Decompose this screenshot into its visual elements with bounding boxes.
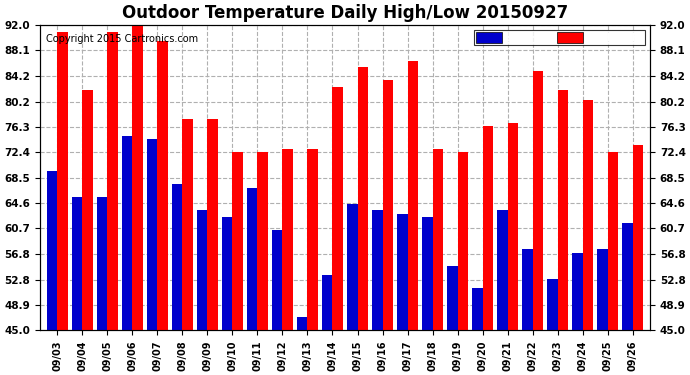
Bar (297, 318, 308, 330)
Text: Copyright 2015 Cartronics.com: Copyright 2015 Cartronics.com (46, 34, 198, 44)
Bar (257, 152, 268, 330)
Bar (508, 123, 518, 330)
Bar (433, 148, 443, 330)
Bar (57, 32, 68, 330)
Bar (347, 204, 357, 330)
Bar (233, 152, 243, 330)
Bar (597, 249, 608, 330)
Bar (272, 230, 282, 330)
Bar (222, 217, 233, 330)
Bar (472, 288, 482, 330)
Bar (97, 197, 108, 330)
Bar (422, 217, 433, 330)
Bar (572, 252, 582, 330)
Bar (172, 184, 182, 330)
Bar (197, 210, 208, 330)
Bar (372, 210, 382, 330)
Bar (558, 90, 568, 330)
Bar (447, 266, 457, 330)
Legend: Low  (°F), High  (°F): Low (°F), High (°F) (473, 30, 645, 45)
Bar (182, 119, 193, 330)
Bar (357, 68, 368, 330)
Bar (522, 249, 533, 330)
Bar (622, 223, 633, 330)
Bar (533, 70, 543, 330)
Bar (72, 197, 82, 330)
Bar (408, 61, 418, 330)
Bar (482, 126, 493, 330)
Bar (382, 80, 393, 330)
Bar (47, 171, 57, 330)
Bar (497, 210, 508, 330)
Bar (333, 87, 343, 330)
Bar (282, 148, 293, 330)
Bar (132, 22, 143, 330)
Bar (397, 213, 408, 330)
Bar (122, 136, 132, 330)
Bar (633, 145, 643, 330)
Bar (308, 148, 318, 330)
Bar (147, 139, 157, 330)
Title: Outdoor Temperature Daily High/Low 20150927: Outdoor Temperature Daily High/Low 20150… (122, 4, 568, 22)
Bar (208, 119, 218, 330)
Bar (247, 188, 257, 330)
Bar (108, 32, 118, 330)
Bar (157, 41, 168, 330)
Bar (82, 90, 93, 330)
Bar (608, 152, 618, 330)
Bar (457, 152, 468, 330)
Bar (547, 279, 558, 330)
Bar (582, 100, 593, 330)
Bar (322, 275, 333, 330)
